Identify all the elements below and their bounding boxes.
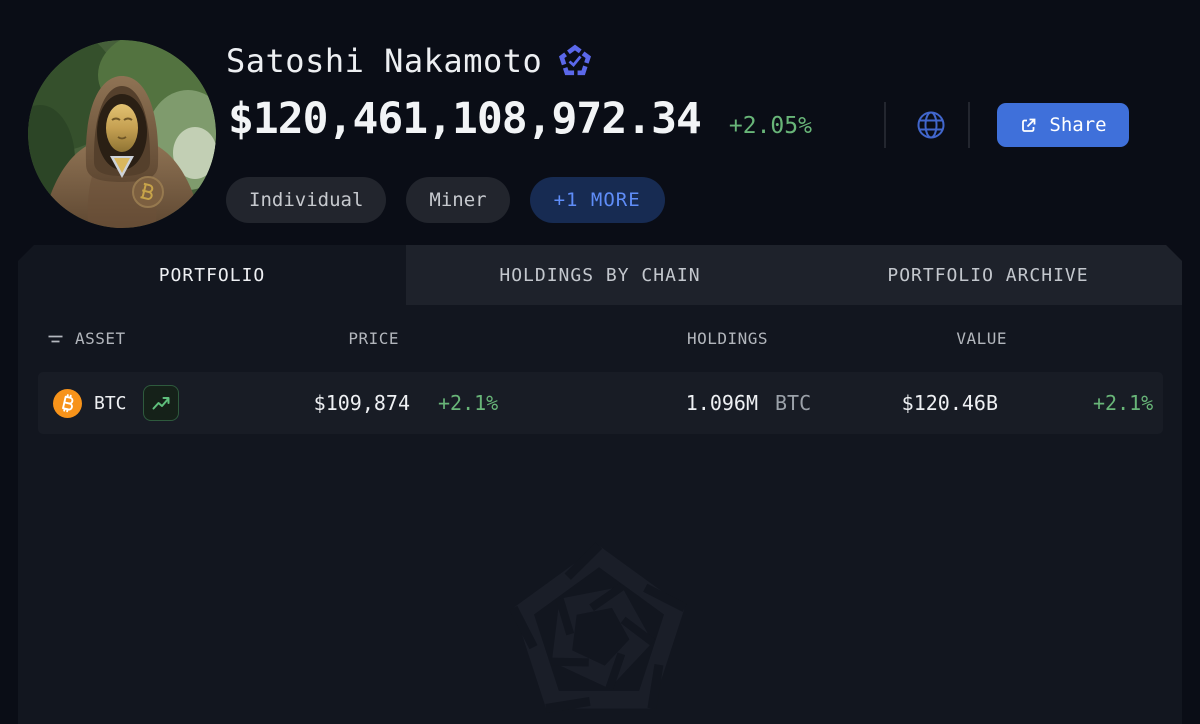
tab-bar: PORTFOLIO HOLDINGS BY CHAIN PORTFOLIO AR…	[18, 245, 1182, 305]
holdings-unit: BTC	[775, 391, 812, 415]
divider	[884, 102, 886, 148]
header-actions: Share	[884, 102, 1129, 148]
website-globe-button[interactable]	[915, 109, 947, 141]
divider	[968, 102, 970, 148]
share-label: Share	[1049, 114, 1107, 136]
tag-individual[interactable]: Individual	[226, 177, 387, 223]
asset-symbol: BTC	[94, 392, 127, 414]
share-button[interactable]: Share	[997, 103, 1129, 147]
bitcoin-icon	[53, 389, 82, 418]
tag-more-button[interactable]: +1 MORE	[529, 177, 665, 223]
tab-portfolio[interactable]: PORTFOLIO	[158, 264, 266, 286]
globe-icon	[917, 111, 945, 139]
column-label-asset: ASSET	[75, 329, 126, 348]
trending-up-icon	[151, 393, 171, 413]
holdings-amount: 1.096M	[685, 391, 758, 415]
filter-icon[interactable]	[47, 332, 64, 346]
tab-portfolio-archive[interactable]: PORTFOLIO ARCHIVE	[794, 245, 1182, 305]
tab-holdings-by-chain[interactable]: HOLDINGS BY CHAIN	[406, 245, 794, 305]
value-change: +2.1%	[1093, 391, 1154, 415]
satoshi-statue-photo	[28, 40, 216, 228]
column-header-value[interactable]: VALUE	[956, 329, 1007, 348]
tag-list: Individual Miner +1 MORE	[226, 177, 665, 223]
asset-cell: BTC	[53, 372, 179, 434]
external-link-icon	[1019, 116, 1038, 135]
arkham-logo-watermark	[509, 542, 689, 724]
price-change: +2.1%	[438, 391, 499, 415]
price-chart-button[interactable]	[143, 385, 179, 421]
portfolio-panel: PORTFOLIO HOLDINGS BY CHAIN PORTFOLIO AR…	[18, 245, 1182, 724]
page-title: Satoshi Nakamoto	[226, 42, 543, 80]
price-value: $109,874	[313, 391, 410, 415]
column-header-price[interactable]: PRICE	[348, 329, 399, 348]
balance-change: +2.05%	[728, 113, 812, 139]
value-amount: $120.46B	[901, 391, 998, 415]
avatar	[28, 40, 216, 228]
balance-row: $120,461,108,972.34 +2.05%	[228, 94, 812, 144]
name-row: Satoshi Nakamoto	[226, 42, 592, 80]
portfolio-balance: $120,461,108,972.34	[228, 94, 702, 144]
tag-miner[interactable]: Miner	[406, 177, 510, 223]
verified-badge-icon	[558, 44, 592, 78]
column-header-holdings[interactable]: HOLDINGS	[686, 329, 768, 348]
column-header-asset[interactable]: ASSET	[47, 329, 126, 348]
asset-row-btc[interactable]: BTC $109,874 +2.1% 1.096M BTC $120.46B +…	[38, 372, 1163, 434]
